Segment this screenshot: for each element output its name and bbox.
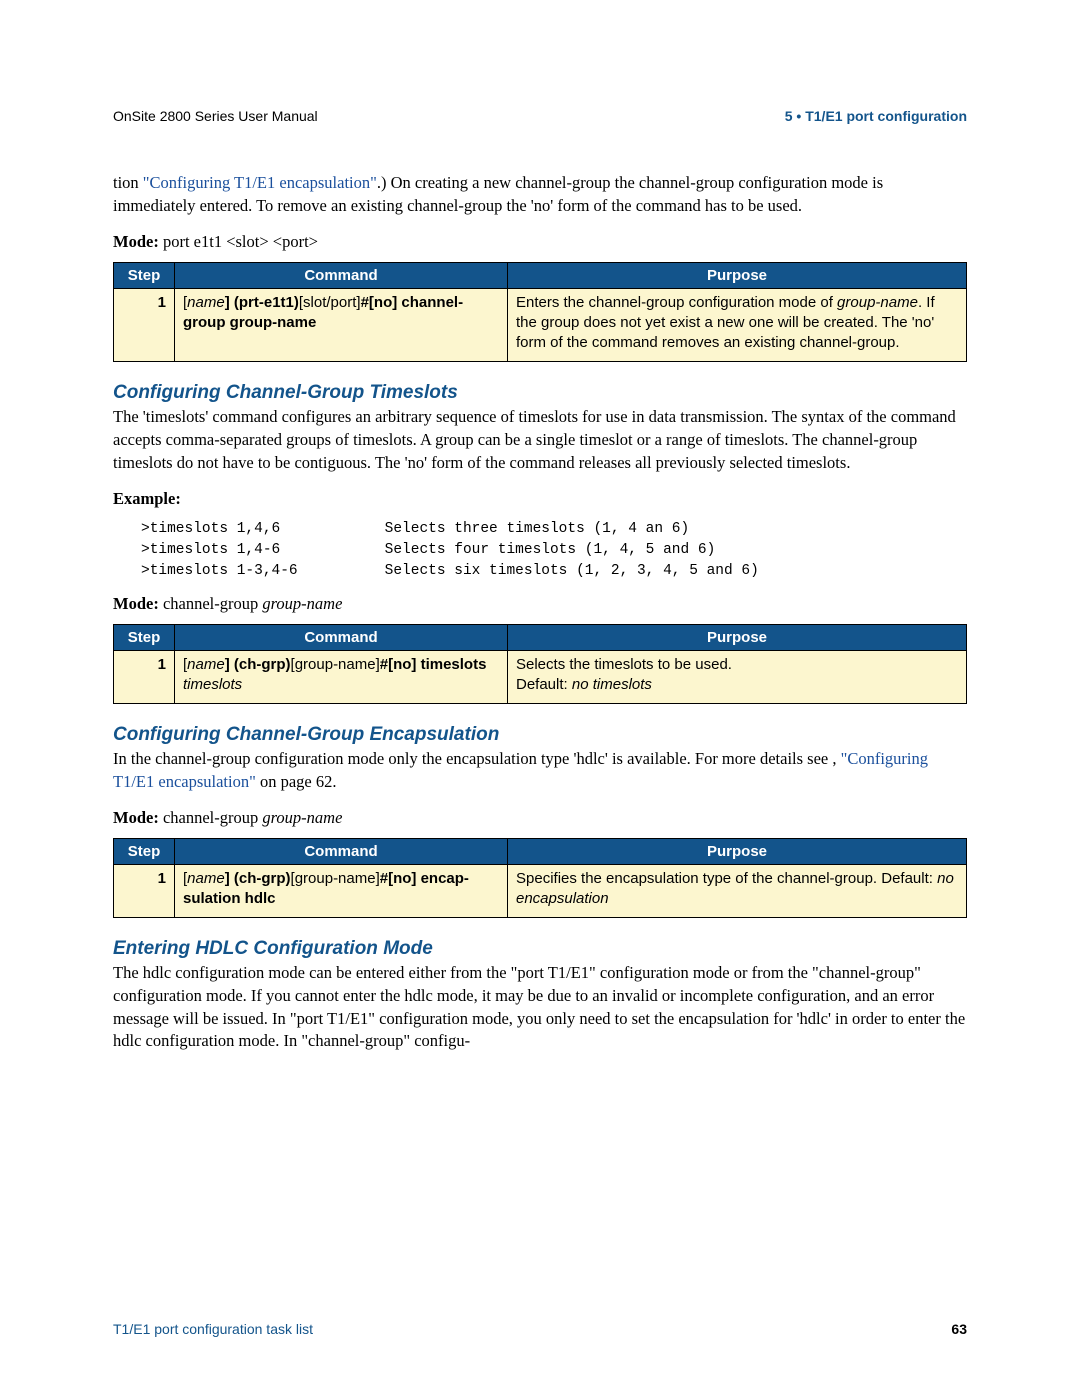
- command-table-3: Step Command Purpose 1 [name] (ch-grp)[g…: [113, 838, 967, 919]
- mode-label: Mode:: [113, 808, 159, 827]
- intro-link[interactable]: "Configuring T1/E1 encapsulation": [143, 173, 377, 192]
- section-heading-hdlc: Entering HDLC Configuration Mode: [113, 938, 967, 960]
- purpose-frag: group-name: [837, 294, 918, 311]
- cell-step: 1: [114, 864, 175, 918]
- table-row: 1 [name] (ch-grp)[group-name]#[no] times…: [114, 650, 967, 704]
- cell-purpose: Selects the timeslots to be used. Defaul…: [508, 650, 967, 704]
- footer-page-number: 63: [951, 1321, 967, 1337]
- mode-label: Mode:: [113, 594, 159, 613]
- command-table-2: Step Command Purpose 1 [name] (ch-grp)[g…: [113, 624, 967, 705]
- cmd-frag: ] (prt-e1t1): [225, 294, 299, 311]
- mode-text-italic: group-name: [262, 808, 342, 827]
- cmd-frag: timeslots: [183, 676, 242, 693]
- mode-line-1: Mode: port e1t1 <slot> <port>: [113, 232, 967, 252]
- th-step: Step: [114, 838, 175, 864]
- mode-line-2: Mode: channel-group group-name: [113, 594, 967, 614]
- cell-step: 1: [114, 288, 175, 362]
- purpose-frag: Default:: [516, 676, 572, 693]
- th-command: Command: [175, 262, 508, 288]
- cell-step: 1: [114, 650, 175, 704]
- timeslots-body: The 'timeslots' command configures an ar…: [113, 406, 967, 474]
- th-purpose: Purpose: [508, 262, 967, 288]
- th-purpose: Purpose: [508, 624, 967, 650]
- cmd-frag: name: [187, 870, 225, 887]
- intro-pre: tion: [113, 173, 143, 192]
- table-row: 1 [name] (prt-e1t1)[slot/port]#[no] chan…: [114, 288, 967, 362]
- cmd-frag: name: [187, 656, 225, 673]
- section-heading-timeslots: Configuring Channel-Group Timeslots: [113, 382, 967, 404]
- th-command: Command: [175, 838, 508, 864]
- header-right: 5 • T1/E1 port configuration: [785, 108, 967, 124]
- encap-body-p1: In the channel-group configuration mode …: [113, 749, 841, 768]
- table-header-row: Step Command Purpose: [114, 262, 967, 288]
- encap-body: In the channel-group configuration mode …: [113, 748, 967, 794]
- table-header-row: Step Command Purpose: [114, 838, 967, 864]
- mode-label: Mode:: [113, 232, 159, 251]
- page: OnSite 2800 Series User Manual 5 • T1/E1…: [0, 0, 1080, 1397]
- purpose-frag: Specifies the encapsulation type of the …: [516, 870, 937, 887]
- cmd-frag: name: [187, 294, 225, 311]
- page-header: OnSite 2800 Series User Manual 5 • T1/E1…: [113, 108, 967, 124]
- header-left: OnSite 2800 Series User Manual: [113, 108, 318, 124]
- purpose-frag: no timeslots: [572, 676, 652, 693]
- example-label-text: Example:: [113, 489, 181, 508]
- cell-purpose: Enters the channel-group configuration m…: [508, 288, 967, 362]
- mode-text-italic: group-name: [262, 594, 342, 613]
- footer-left: T1/E1 port configuration task list: [113, 1321, 313, 1337]
- cmd-frag: [group-name]: [291, 656, 380, 673]
- mode-line-3: Mode: channel-group group-name: [113, 808, 967, 828]
- th-step: Step: [114, 624, 175, 650]
- cmd-frag: [slot/port]: [299, 294, 361, 311]
- mode-text: channel-group: [159, 594, 263, 613]
- cmd-frag: #[no] timeslots: [380, 656, 487, 673]
- th-purpose: Purpose: [508, 838, 967, 864]
- purpose-frag: Selects the timeslots to be used.: [516, 656, 732, 673]
- encap-body-p2: on page 62.: [256, 772, 337, 791]
- purpose-frag: Enters the channel-group configuration m…: [516, 294, 837, 311]
- intro-paragraph: tion "Configuring T1/E1 encapsulation".)…: [113, 172, 967, 218]
- th-step: Step: [114, 262, 175, 288]
- table-header-row: Step Command Purpose: [114, 624, 967, 650]
- mode-text: port e1t1 <slot> <port>: [159, 232, 318, 251]
- cell-command: [name] (ch-grp)[group-name]#[no] timeslo…: [175, 650, 508, 704]
- cmd-frag: ] (ch-grp): [225, 870, 291, 887]
- page-footer: T1/E1 port configuration task list 63: [113, 1321, 967, 1337]
- command-table-1: Step Command Purpose 1 [name] (prt-e1t1)…: [113, 262, 967, 363]
- mode-text: channel-group: [159, 808, 263, 827]
- section-heading-encap: Configuring Channel-Group Encapsulation: [113, 724, 967, 746]
- example-label: Example:: [113, 489, 967, 509]
- cell-purpose: Specifies the encapsulation type of the …: [508, 864, 967, 918]
- example-block: >timeslots 1,4,6 Selects three timeslots…: [141, 519, 967, 582]
- cell-command: [name] (ch-grp)[group-name]#[no] encap-s…: [175, 864, 508, 918]
- table-row: 1 [name] (ch-grp)[group-name]#[no] encap…: [114, 864, 967, 918]
- cell-command: [name] (prt-e1t1)[slot/port]#[no] channe…: [175, 288, 508, 362]
- hdlc-body: The hdlc configuration mode can be enter…: [113, 962, 967, 1053]
- th-command: Command: [175, 624, 508, 650]
- cmd-frag: ] (ch-grp): [225, 656, 291, 673]
- cmd-frag: [group-name]: [291, 870, 380, 887]
